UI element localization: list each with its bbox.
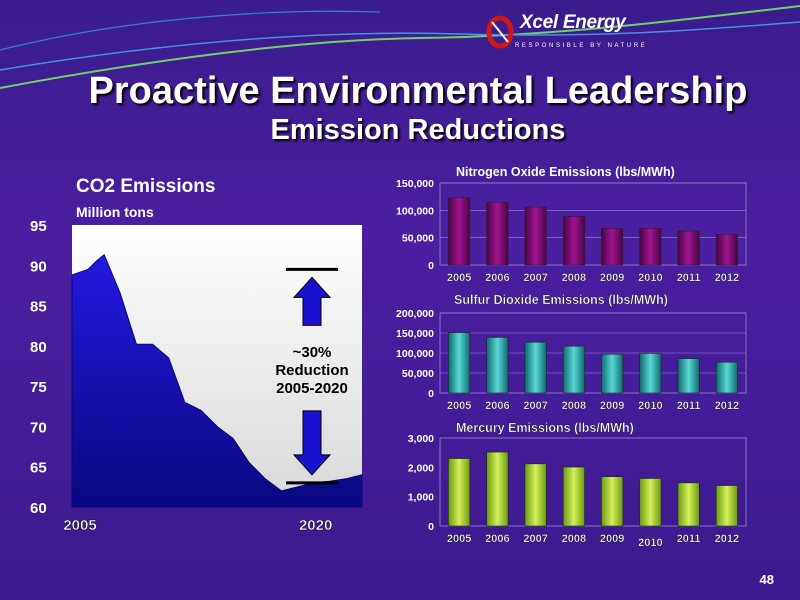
so2-x-tick-label: 2006 [485,400,509,412]
co2-y-tick-label: 95 [30,218,47,235]
mercury-bar [448,458,471,527]
nox-chart: Nitrogen Oxide Emissions (lbs/MWh) 150,0… [396,165,747,284]
co2-chart-title: CO2 Emissions [76,176,215,197]
so2-y-tick-label: 200,000 [396,308,434,320]
co2-y-tick-label: 75 [30,379,47,396]
co2-y-tick-label: 65 [30,460,47,477]
co2-y-tick-label: 85 [30,299,47,316]
co2-x-tick-label: 2020 [299,517,332,534]
so2-chart: Sulfur Dioxide Emissions (lbs/MWh) 200,0… [396,293,747,412]
mercury-x-tick-label: 2006 [485,533,509,545]
nox-y-tick-label: 100,000 [396,205,434,217]
arrow-down-icon [292,410,332,476]
nox-x-tick-label: 2005 [447,272,471,284]
co2-y-tick-label: 70 [30,419,47,436]
mercury-x-tick-label: 2007 [523,533,547,545]
nox-y-tick-label: 0 [428,260,434,272]
nox-x-tick-label: 2009 [600,272,624,284]
xcel-logo-icon [486,15,514,49]
so2-bar [715,361,738,394]
mercury-chart-title: Mercury Emissions (lbs/MWh) [456,421,634,435]
mercury-x-tick-label: 2011 [677,533,701,545]
nox-bar [448,197,471,266]
so2-x-tick-label: 2007 [523,400,547,412]
mercury-bar [715,485,738,527]
mercury-y-tick-label: 1,000 [408,492,434,504]
nox-x-tick-label: 2010 [638,272,662,284]
co2-chart: CO2 Emissions Million tons 95 90 85 80 75 70 6… [30,176,363,534]
so2-x-tick-label: 2011 [677,400,701,412]
nox-bar [524,206,547,266]
co2-y-tick-label: 60 [30,500,47,517]
so2-x-tick-label: 2005 [447,400,471,412]
reduction-annotation-text: 2005-2020 [276,380,348,397]
mercury-bar [562,466,585,527]
co2-chart-unit: Million tons [76,204,154,220]
nox-bar [677,230,700,266]
mercury-bar [639,478,662,527]
logo-text: Xcel Energy [520,12,626,33]
so2-y-tick-label: 150,000 [396,328,434,340]
nox-bar [601,228,624,266]
nox-bar [715,234,738,266]
so2-x-tick-label: 2012 [715,400,739,412]
mercury-bar [677,482,700,527]
nox-x-tick-label: 2008 [562,272,586,284]
page-title: Proactive Environmental Leadership [88,70,748,112]
so2-bar [601,353,624,394]
reduction-annotation-text: Reduction [275,362,348,379]
mercury-x-tick-label: 2010 [638,537,662,549]
nox-plot-area [439,182,747,266]
co2-area-series [71,253,363,508]
mercury-plot-area [439,437,747,527]
mercury-bar [601,476,624,527]
so2-bar [448,332,471,394]
so2-bar [639,353,662,394]
logo-tagline: RESPONSIBLE BY NATURE [515,43,648,49]
nox-y-tick-label: 150,000 [396,178,434,190]
co2-y-tick-label: 90 [30,258,47,275]
so2-x-tick-label: 2010 [638,400,662,412]
nox-chart-title: Nitrogen Oxide Emissions (lbs/MWh) [456,165,675,179]
so2-y-tick-label: 100,000 [396,348,434,360]
mercury-y-tick-label: 2,000 [408,462,434,474]
mercury-y-tick-label: 0 [428,521,434,533]
so2-bar [524,341,547,394]
nox-x-tick-label: 2006 [485,272,509,284]
mercury-x-tick-label: 2009 [600,533,624,545]
co2-y-tick-label: 80 [30,339,47,356]
so2-y-tick-label: 50,000 [402,368,434,380]
page-number: 48 [759,572,774,587]
nox-bar [562,216,585,266]
page-subtitle: Emission Reductions [270,114,566,146]
nox-x-tick-label: 2011 [677,272,701,284]
mercury-bar [524,463,547,527]
so2-bar [677,358,700,394]
mercury-x-tick-label: 2008 [562,533,586,545]
nox-bar [486,201,509,266]
so2-bar [562,345,585,394]
mercury-x-tick-label: 2012 [715,533,739,545]
nox-bar [639,228,662,266]
mercury-chart: Mercury Emissions (lbs/MWh) 3,000 2,000 1,… [408,421,747,549]
arrow-up-icon [292,276,332,326]
decorative-swoosh [0,5,800,89]
so2-x-tick-label: 2008 [562,400,586,412]
mercury-y-tick-label: 3,000 [408,433,434,445]
so2-x-tick-label: 2009 [600,400,624,412]
mercury-x-tick-label: 2005 [447,533,471,545]
so2-bar [486,337,509,394]
nox-x-tick-label: 2012 [715,272,739,284]
nox-y-tick-label: 50,000 [402,233,434,245]
so2-chart-title: Sulfur Dioxide Emissions (lbs/MWh) [454,293,668,307]
reduction-annotation-text: ~30% [293,344,332,361]
so2-y-tick-label: 0 [428,388,434,400]
co2-x-tick-label: 2005 [63,517,96,534]
mercury-bar [486,451,509,527]
nox-x-tick-label: 2007 [523,272,547,284]
